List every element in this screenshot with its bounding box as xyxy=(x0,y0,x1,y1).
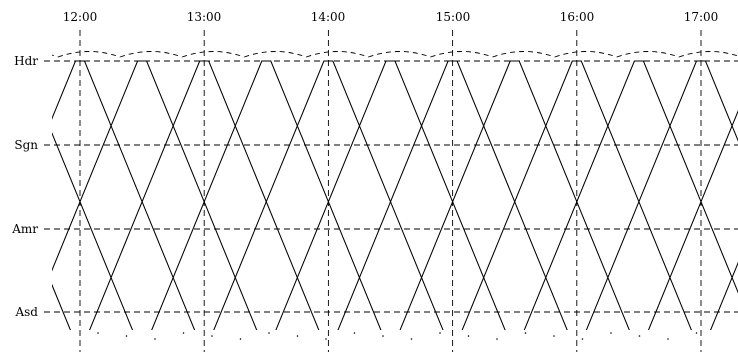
train-path xyxy=(647,109,738,330)
turnaround-layer xyxy=(52,51,738,58)
label-layer: 12:00 13:00 14:00 15:00 16:00 17:00 Hdr … xyxy=(11,10,718,319)
turnaround-arc xyxy=(616,51,680,58)
continuation-dot xyxy=(182,332,185,334)
continuation-dot xyxy=(382,335,384,337)
train-path xyxy=(0,61,13,342)
train-path xyxy=(585,60,738,330)
time-label-1500: 15:00 xyxy=(436,10,471,24)
turnaround-arc xyxy=(430,51,493,58)
continuation-dot xyxy=(325,338,327,340)
continuation-dot xyxy=(353,332,356,334)
turnaround-arc xyxy=(554,51,618,58)
continuation-dot xyxy=(524,332,527,334)
time-label-1200: 12:00 xyxy=(63,10,98,24)
continuation-dot xyxy=(667,338,669,340)
continuation-dot xyxy=(410,338,413,340)
continuation-dot xyxy=(439,332,441,334)
continuation-dot xyxy=(581,338,584,340)
turnaround-arc xyxy=(57,51,121,58)
continuation-dot xyxy=(695,332,698,334)
turnaround-arc xyxy=(678,51,738,58)
station-label-asd: Asd xyxy=(14,305,38,319)
continuation-dot xyxy=(125,335,128,337)
turnaround-arc xyxy=(119,51,183,58)
turnaround-arc xyxy=(244,51,307,58)
station-label-amr: Amr xyxy=(11,222,38,236)
train-paths-layer xyxy=(0,60,738,342)
continuation-dot xyxy=(296,335,299,337)
train-path xyxy=(52,60,196,330)
continuation-dot xyxy=(467,335,470,337)
continuation-dot xyxy=(496,338,498,340)
time-label-1700: 17:00 xyxy=(684,10,719,24)
continuation-dot xyxy=(553,335,555,337)
turnaround-arc xyxy=(368,51,431,58)
time-label-1600: 16:00 xyxy=(560,10,595,24)
continuation-dot xyxy=(239,338,242,340)
grid-layer xyxy=(44,30,738,352)
continuation-dot xyxy=(211,335,213,337)
continuation-dot xyxy=(97,332,99,334)
continuation-dot xyxy=(268,332,270,334)
train-path xyxy=(523,60,738,330)
station-label-sgn: Sgn xyxy=(14,138,38,152)
train-path xyxy=(52,283,71,330)
continuation-dot xyxy=(610,332,612,334)
continuation-dot xyxy=(638,335,641,337)
turnaround-arc xyxy=(306,51,369,58)
continuation-dots-layer xyxy=(97,332,698,340)
station-label-hdr: Hdr xyxy=(14,54,38,68)
train-path xyxy=(52,131,134,330)
turnaround-arc xyxy=(182,51,245,58)
time-label-1300: 13:00 xyxy=(187,10,222,24)
train-path xyxy=(710,261,738,330)
continuation-dot xyxy=(154,338,156,340)
turnaround-arc xyxy=(52,54,59,58)
time-label-1400: 14:00 xyxy=(311,10,346,24)
turnaround-arc xyxy=(492,51,555,58)
